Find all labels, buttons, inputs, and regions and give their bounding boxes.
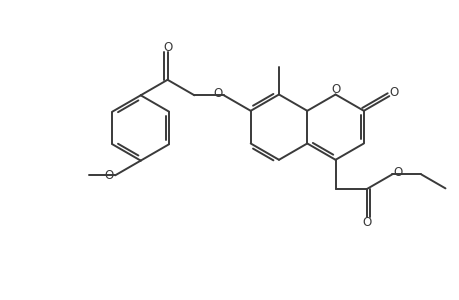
Text: O: O — [389, 86, 398, 99]
Text: O: O — [162, 40, 172, 54]
Text: O: O — [361, 216, 370, 229]
Text: O: O — [213, 87, 222, 100]
Text: O: O — [330, 83, 340, 96]
Text: O: O — [392, 167, 402, 179]
Text: O: O — [105, 169, 114, 182]
